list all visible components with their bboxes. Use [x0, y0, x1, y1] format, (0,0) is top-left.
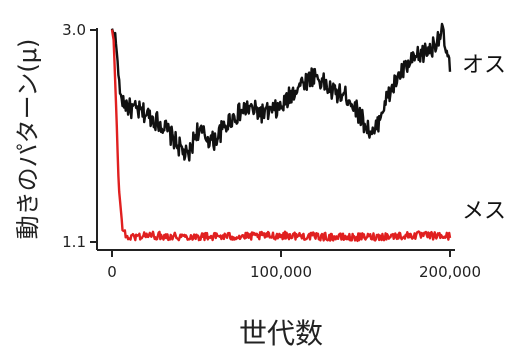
x-tick-label: 100,000 [250, 263, 312, 281]
series-label: メス [462, 199, 506, 224]
series-line-female [110, 29, 452, 243]
y-tick-label: 1.1 [62, 233, 86, 251]
y-ticks: 3.0 1.1 [62, 21, 97, 251]
x-tick-label: 0 [107, 263, 117, 281]
y-tick-label: 3.0 [62, 21, 86, 39]
y-axis-title: 動きのパターン(μ) [14, 39, 42, 240]
plot-area [110, 22, 452, 243]
x-tick-label: 200,000 [419, 263, 481, 281]
x-axis-title: 世代数 [239, 317, 323, 350]
x-ticks: 0 100,000 200,000 [107, 250, 481, 281]
series-label: オス [462, 53, 506, 78]
series-line-male [110, 22, 452, 162]
